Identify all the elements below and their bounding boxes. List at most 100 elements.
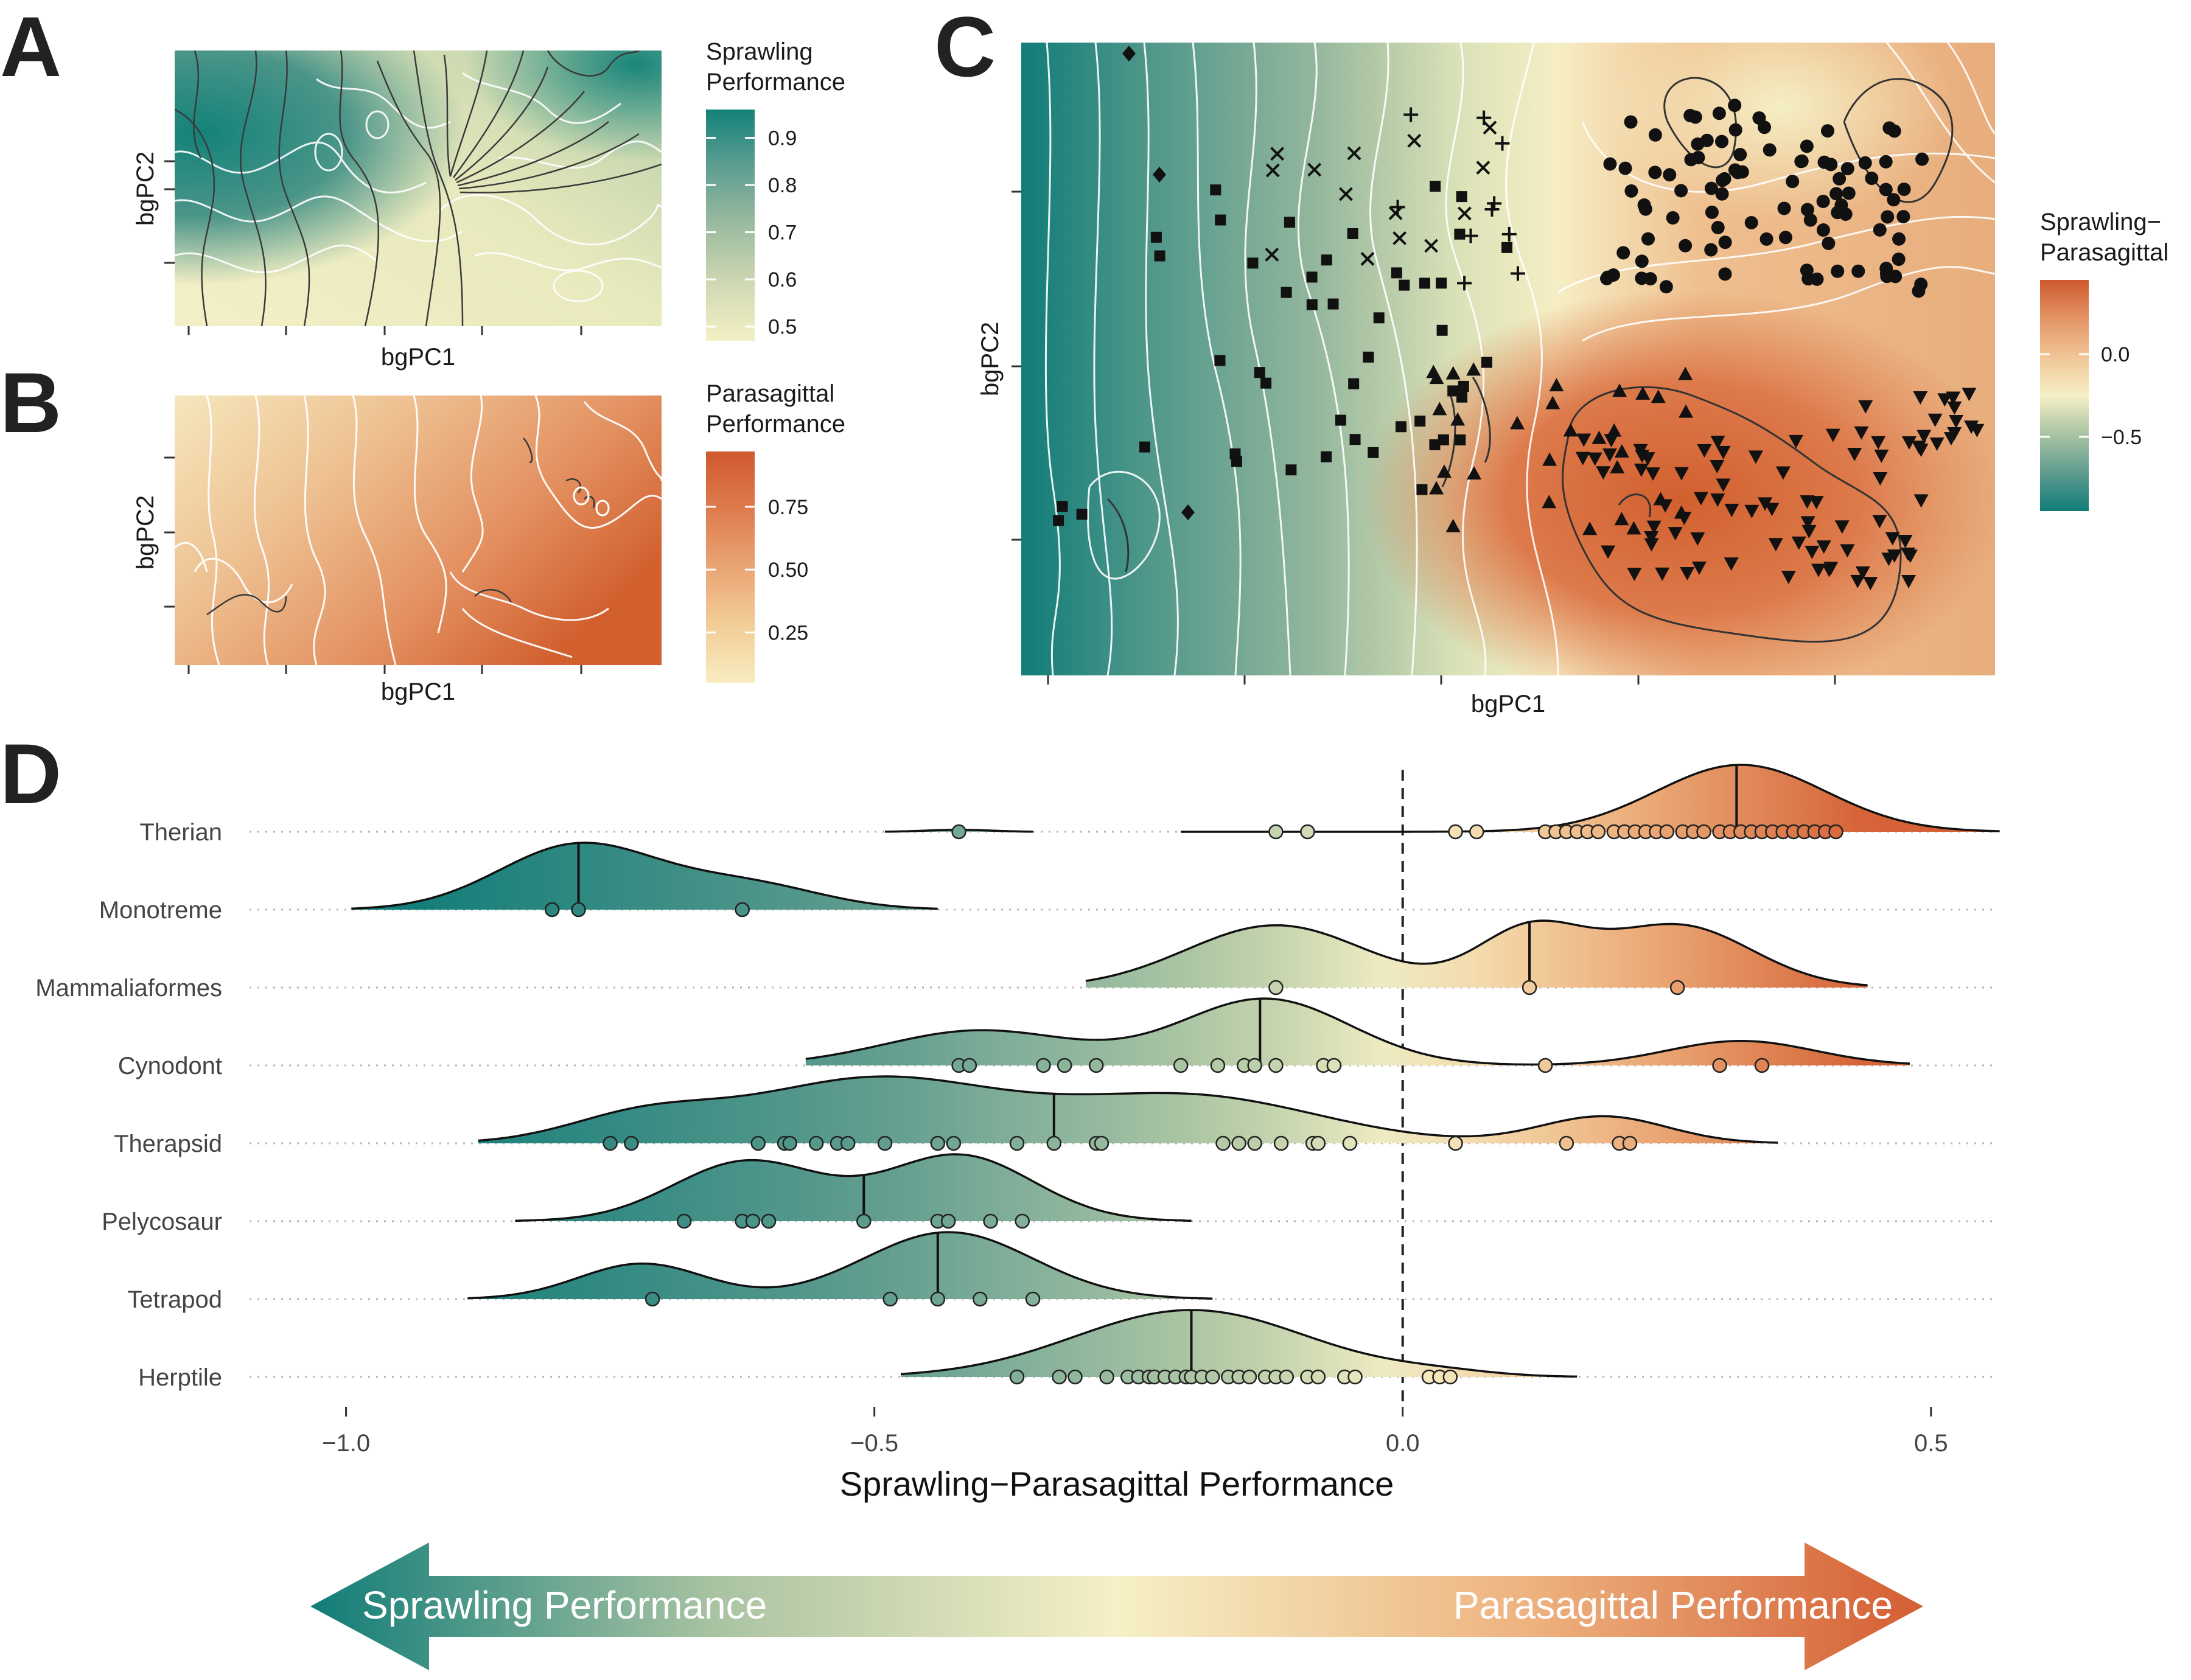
specimen-point-circle bbox=[1786, 175, 1800, 189]
specimen-point-square bbox=[1348, 378, 1360, 389]
specimen-point-circle bbox=[1896, 210, 1910, 224]
panel-b-legend-title-1: Parasagittal bbox=[706, 380, 834, 407]
data-point bbox=[1828, 824, 1843, 840]
data-point bbox=[1310, 1369, 1326, 1385]
data-point bbox=[1300, 824, 1315, 840]
specimen-point-cross bbox=[1407, 133, 1422, 148]
specimen-point-inverted-triangle bbox=[1947, 401, 1962, 415]
specimen-point-cross bbox=[1347, 146, 1361, 161]
specimen-point-circle bbox=[1683, 108, 1697, 122]
specimen-point-inverted-triangle bbox=[1885, 532, 1900, 546]
data-point bbox=[603, 1135, 618, 1151]
data-point bbox=[1009, 1135, 1025, 1151]
specimen-point-cross bbox=[1265, 248, 1279, 262]
specimen-point-triangle bbox=[1635, 386, 1651, 400]
density-area bbox=[467, 1232, 1213, 1299]
specimen-point-square bbox=[1321, 254, 1332, 266]
specimen-point-plus bbox=[1403, 107, 1419, 122]
specimen-point-inverted-triangle bbox=[1881, 552, 1896, 566]
specimen-point-circle bbox=[1881, 210, 1895, 224]
specimen-point-circle bbox=[1816, 223, 1830, 237]
panel-c-xlabel: bgPC1 bbox=[1471, 691, 1545, 717]
specimen-point-plus bbox=[1390, 200, 1405, 215]
panel-b-letter: B bbox=[0, 355, 61, 450]
data-point bbox=[1342, 1135, 1358, 1151]
panel-b-heatmap bbox=[175, 396, 662, 665]
specimen-point-inverted-triangle bbox=[1724, 557, 1739, 571]
specimen-point-square bbox=[1456, 391, 1468, 403]
row-label: Mammaliaformes bbox=[35, 975, 222, 1002]
panel-c: bgPC1 bgPC2 Sprawling− Parasagittal 0.0 −… bbox=[977, 43, 2168, 717]
x-tick-label: 0.5 bbox=[1914, 1430, 1948, 1457]
specimen-point-inverted-triangle bbox=[1781, 570, 1796, 584]
specimen-point-circle bbox=[1778, 231, 1792, 245]
panel-c-letter: C bbox=[934, 0, 996, 94]
specimen-point-triangle bbox=[1612, 383, 1627, 397]
density-area bbox=[805, 999, 1910, 1065]
specimen-point-plus bbox=[1487, 196, 1502, 211]
panel-c-axes bbox=[1012, 190, 1836, 685]
row-label: Herptile bbox=[138, 1364, 222, 1391]
specimen-point-square bbox=[1430, 181, 1441, 192]
data-point bbox=[1590, 824, 1606, 840]
panel-d-xlabel: Sprawling−Parasagittal Performance bbox=[840, 1465, 1394, 1503]
specimen-point-inverted-triangle bbox=[1576, 433, 1592, 447]
data-point bbox=[1448, 824, 1463, 840]
data-point bbox=[1659, 824, 1674, 840]
specimen-point-circle bbox=[1897, 183, 1911, 197]
specimen-point-inverted-triangle bbox=[1927, 413, 1943, 427]
panel-b-ylabel: bgPC2 bbox=[132, 495, 159, 570]
specimen-point-inverted-triangle bbox=[1805, 545, 1820, 559]
specimen-point-circle bbox=[1816, 195, 1830, 209]
density-outline bbox=[805, 997, 1910, 1066]
panel-c-legend-bar bbox=[2040, 280, 2089, 511]
data-point bbox=[1247, 1135, 1262, 1151]
specimen-point-cross bbox=[1424, 239, 1438, 253]
specimen-point-square bbox=[1321, 451, 1332, 462]
data-point bbox=[1057, 1058, 1072, 1073]
data-point bbox=[973, 1291, 988, 1307]
specimen-point-inverted-triangle bbox=[1855, 566, 1870, 580]
data-point bbox=[571, 902, 586, 918]
data-point bbox=[1559, 1135, 1574, 1151]
specimen-point-inverted-triangle bbox=[1948, 414, 1963, 428]
data-point bbox=[1273, 1135, 1289, 1151]
specimen-point-circle bbox=[1834, 198, 1848, 212]
data-point bbox=[1442, 1369, 1458, 1385]
specimen-point-cross bbox=[1265, 163, 1280, 178]
panel-a: bgPC1 bgPC2 Sprawling Performance 0.9 0.8… bbox=[132, 38, 845, 371]
specimen-point-circle bbox=[1817, 155, 1831, 169]
specimen-point-square bbox=[1347, 228, 1358, 239]
data-point bbox=[951, 824, 966, 840]
specimen-point-triangle bbox=[1607, 423, 1622, 437]
specimen-point-circle bbox=[1715, 187, 1729, 201]
specimen-point-inverted-triangle bbox=[1937, 393, 1952, 407]
specimen-point-cross bbox=[1393, 231, 1407, 245]
specimen-point-circle bbox=[1700, 133, 1714, 147]
specimen-point-circle bbox=[1822, 236, 1836, 250]
panel-d: Therian Monotreme Mammaliaformes Cynodont Th… bbox=[35, 764, 2000, 1503]
specimen-point-cross bbox=[1457, 206, 1472, 221]
specimen-point-square bbox=[1139, 441, 1150, 453]
data-point bbox=[1247, 1058, 1262, 1073]
specimen-point-triangle bbox=[1466, 362, 1481, 376]
specimen-point-triangle bbox=[1626, 521, 1641, 535]
specimen-point-cross bbox=[1388, 206, 1403, 220]
panel-c-legend-title-2: Parasagittal bbox=[2040, 239, 2168, 266]
specimen-point-inverted-triangle bbox=[1834, 520, 1850, 534]
panel-c-points bbox=[1053, 46, 1985, 591]
specimen-point-inverted-triangle bbox=[1744, 504, 1759, 518]
data-point bbox=[1347, 1369, 1363, 1385]
specimen-point-triangle bbox=[1450, 412, 1466, 426]
specimen-point-plus bbox=[1501, 226, 1517, 242]
specimen-point-inverted-triangle bbox=[1668, 527, 1683, 541]
specimen-point-triangle bbox=[1509, 416, 1525, 430]
panel-d-letter: D bbox=[0, 726, 61, 821]
density-outline bbox=[351, 842, 938, 910]
specimen-point-triangle bbox=[1679, 404, 1694, 418]
specimen-point-inverted-triangle bbox=[1816, 540, 1831, 554]
specimen-point-square bbox=[1150, 231, 1162, 243]
data-point bbox=[930, 1135, 946, 1151]
specimen-point-square bbox=[1455, 434, 1466, 445]
density-area bbox=[901, 1310, 1578, 1377]
